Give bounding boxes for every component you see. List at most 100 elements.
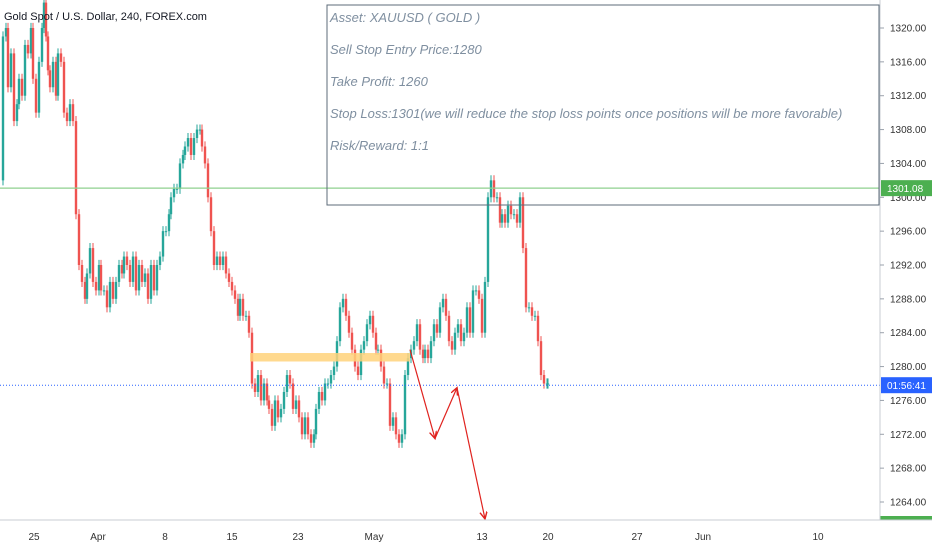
- candle-body: [88, 248, 92, 274]
- y-tick-label: 1284.00: [890, 328, 927, 339]
- candle-body: [200, 129, 204, 147]
- candle-body: [158, 256, 162, 265]
- candle-body: [468, 307, 472, 333]
- candle-body: [288, 375, 292, 384]
- candle-body: [300, 417, 304, 435]
- annotation-box[interactable]: Asset: XAUUSD ( GOLD ) Sell Stop Entry P…: [326, 4, 880, 206]
- candle-body: [344, 298, 348, 316]
- candle-body: [244, 315, 248, 317]
- candle-body: [270, 408, 274, 426]
- y-tick-label: 1300.00: [890, 193, 927, 204]
- annotation-line-asset: Asset: XAUUSD ( GOLD ): [329, 10, 480, 25]
- candle-body: [483, 281, 487, 333]
- candle-body: [506, 205, 510, 223]
- candle-body: [102, 290, 106, 292]
- candle-body: [17, 78, 21, 105]
- candle-body: [539, 341, 543, 376]
- candle-body: [480, 298, 484, 333]
- candle-body: [312, 434, 316, 443]
- candle-body: [56, 53, 60, 96]
- candle-body: [233, 290, 237, 299]
- candle-body: [74, 121, 78, 215]
- x-tick-label: Jun: [695, 532, 711, 543]
- candle-body: [221, 256, 225, 265]
- entry-zone-highlight: [250, 353, 410, 362]
- candle-body: [111, 281, 115, 299]
- candle-body: [329, 375, 333, 384]
- candle-body: [23, 44, 27, 96]
- candle-body: [512, 214, 516, 216]
- candle-body: [423, 349, 427, 359]
- candle-body: [415, 324, 419, 342]
- candle-body: [388, 383, 392, 426]
- candle-body: [462, 332, 466, 342]
- candle-body: [152, 265, 156, 291]
- candle-body: [285, 375, 289, 392]
- candle-body: [85, 273, 89, 299]
- candle-body: [29, 28, 33, 54]
- candle-body: [172, 188, 176, 198]
- candle-body: [356, 366, 360, 376]
- candle-body: [314, 408, 318, 435]
- candle-body: [376, 349, 380, 351]
- candle-body: [450, 341, 454, 350]
- candle-body: [262, 383, 266, 401]
- candle-body: [527, 307, 531, 309]
- candle-body: [542, 375, 546, 384]
- candle-body: [400, 434, 404, 443]
- candle-body: [189, 138, 193, 155]
- candle-body: [206, 163, 210, 198]
- x-tick-label: Apr: [90, 532, 106, 543]
- candle-body: [48, 70, 52, 88]
- candle-body: [253, 383, 257, 392]
- candle-body: [215, 256, 219, 265]
- candle-body: [546, 383, 550, 385]
- candle-body: [46, 36, 50, 71]
- candle-body: [429, 341, 433, 359]
- candle-body: [42, 2, 46, 28]
- candle-body: [209, 197, 213, 232]
- candle-body: [394, 417, 398, 435]
- y-tick-label: 1272.00: [890, 430, 927, 441]
- candle-body: [368, 315, 372, 325]
- candle-body: [291, 383, 295, 409]
- projection-arrow: [409, 349, 435, 439]
- candle-body: [503, 214, 507, 223]
- candle-body: [256, 375, 260, 392]
- candle-body: [326, 383, 330, 385]
- candle-body: [456, 324, 460, 333]
- candle-body: [374, 332, 378, 350]
- candle-body: [155, 265, 159, 291]
- candle-body: [15, 104, 19, 122]
- candle-body: [432, 324, 436, 342]
- annotation-line-entry: Sell Stop Entry Price:1280: [330, 42, 483, 57]
- candle-body: [486, 197, 490, 282]
- candle-body: [438, 307, 442, 333]
- projection-arrow: [434, 388, 457, 439]
- candle-body: [279, 408, 283, 418]
- candle-body: [71, 104, 75, 122]
- candle-body: [406, 358, 410, 376]
- candle-body: [474, 290, 478, 292]
- candle-body: [297, 400, 301, 418]
- candle-body: [65, 112, 69, 122]
- candle-body: [77, 214, 81, 265]
- candle-body: [320, 391, 324, 401]
- candle-body: [186, 138, 190, 147]
- candle-body: [117, 265, 121, 282]
- candle-body: [530, 307, 534, 316]
- candle-body: [509, 205, 513, 215]
- y-tick-label: 1268.00: [890, 464, 927, 475]
- candle-body: [6, 28, 10, 88]
- candle-body: [418, 324, 422, 350]
- candle-body: [125, 256, 129, 265]
- candle-body: [9, 53, 13, 88]
- candle-body: [68, 104, 72, 122]
- candle-body: [128, 265, 132, 282]
- candle-body: [338, 307, 342, 342]
- candle-body: [492, 180, 496, 198]
- candle-body: [44, 2, 48, 37]
- candle-body: [26, 44, 30, 54]
